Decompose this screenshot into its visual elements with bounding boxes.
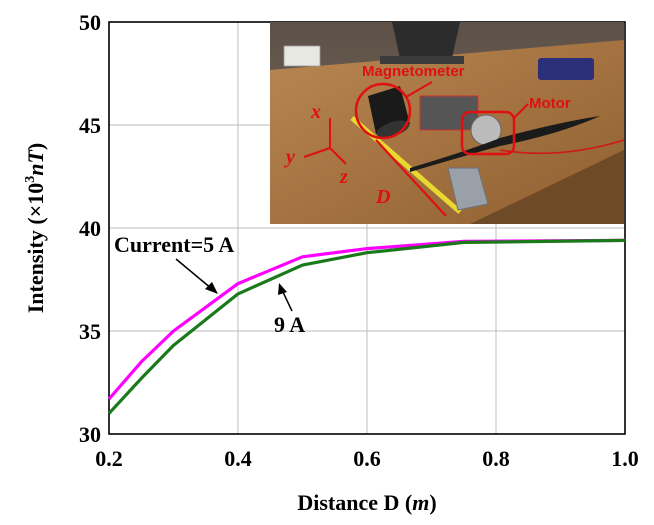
annotation-9a-arrowhead (278, 283, 287, 295)
axis-x-label: x (310, 101, 321, 123)
x-axis-title: Distance D (m) (297, 490, 436, 515)
x-tick-label: 0.8 (482, 446, 510, 471)
y-tick-label: 30 (79, 422, 101, 447)
y-tick-label: 45 (79, 113, 101, 138)
x-tick-label: 0.4 (224, 446, 252, 471)
laptop (392, 22, 460, 58)
x-tick-label: 0.2 (95, 446, 123, 471)
battery (538, 58, 594, 80)
y-tick-label: 50 (79, 10, 101, 35)
annotation-5a-arrowhead (205, 282, 218, 294)
y-tick-label: 40 (79, 216, 101, 241)
distance-label: D (375, 186, 390, 208)
annotation-5a-arrow (176, 259, 212, 289)
magnetometer-label: Magnetometer (362, 63, 465, 80)
y-tick-label: 35 (79, 319, 101, 344)
x-tick-label: 0.6 (353, 446, 381, 471)
inset-photo: Magnetometer Motor x y z D (270, 22, 624, 224)
motor-label: Motor (529, 95, 571, 112)
y-axis-title: Intensity (×103nT) (23, 143, 48, 314)
x-tick-labels: 0.2 0.4 0.6 0.8 1.0 (95, 446, 639, 471)
y-tick-labels: 30 35 40 45 50 (79, 10, 101, 447)
annotation-5a: Current=5 A (114, 232, 234, 257)
series-annotations: Current=5 A 9 A (114, 232, 305, 337)
annotation-9a: 9 A (274, 312, 305, 337)
axis-z-label: z (339, 166, 348, 188)
white-device (284, 46, 320, 66)
axis-y-label: y (284, 146, 295, 168)
x-tick-label: 1.0 (611, 446, 639, 471)
